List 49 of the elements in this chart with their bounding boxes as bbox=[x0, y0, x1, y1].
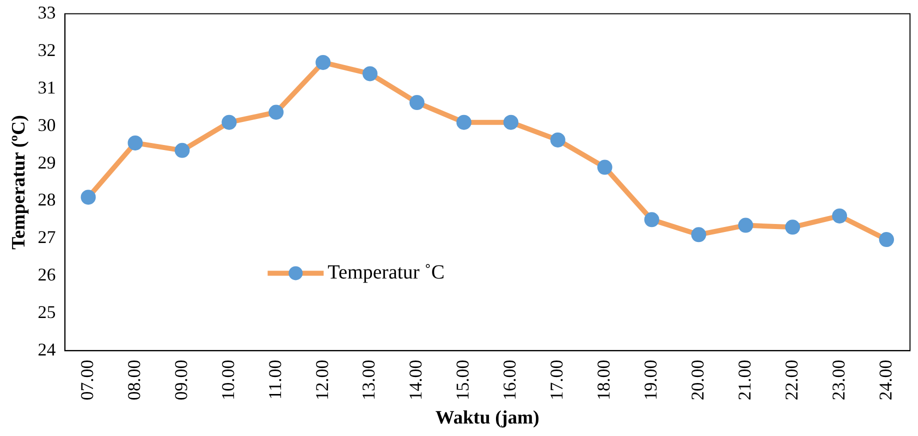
point bbox=[550, 132, 566, 148]
x-tick-label: 15.00 bbox=[452, 360, 473, 400]
y-tick-label: 29 bbox=[38, 152, 56, 172]
point bbox=[832, 208, 848, 224]
legend-label: Temperatur ˚C bbox=[328, 261, 445, 284]
y-tick-label: 33 bbox=[38, 2, 56, 23]
y-tick-label: 27 bbox=[38, 227, 56, 248]
x-tick-label: 07.00 bbox=[77, 360, 98, 400]
x-tick-label: 18.00 bbox=[594, 360, 614, 400]
point bbox=[80, 190, 96, 205]
x-tick-label: 17.00 bbox=[546, 360, 567, 400]
y-tick-label: 31 bbox=[38, 77, 56, 98]
point bbox=[785, 220, 800, 235]
point bbox=[691, 227, 706, 242]
point bbox=[222, 114, 237, 130]
y-tick-label: 30 bbox=[38, 114, 56, 135]
y-tick-label: 28 bbox=[38, 190, 56, 210]
point bbox=[174, 142, 190, 158]
x-tick-label: 09.00 bbox=[170, 360, 191, 400]
point bbox=[644, 212, 660, 228]
point bbox=[597, 160, 612, 175]
point bbox=[456, 114, 472, 130]
y-tick-label: 25 bbox=[38, 302, 56, 322]
x-tick-label: 24.00 bbox=[875, 360, 896, 400]
point bbox=[268, 104, 284, 120]
y-tick-label: 26 bbox=[38, 264, 56, 285]
x-tick-label: 13.00 bbox=[358, 360, 379, 400]
x-tick-label: 10.00 bbox=[218, 360, 238, 400]
point bbox=[738, 218, 754, 233]
point bbox=[503, 114, 518, 130]
x-tick-label: 21.00 bbox=[734, 360, 754, 400]
y-tick-label: 32 bbox=[38, 40, 56, 60]
point bbox=[879, 232, 894, 248]
point bbox=[409, 95, 424, 110]
x-tick-label: 22.00 bbox=[781, 360, 802, 400]
point bbox=[128, 135, 143, 150]
x-tick-label: 11.00 bbox=[264, 360, 285, 400]
x-tick-label: 14.00 bbox=[406, 360, 426, 400]
x-tick-label: 23.00 bbox=[828, 360, 848, 400]
x-tick-label: 19.00 bbox=[640, 360, 660, 400]
point bbox=[362, 66, 378, 82]
y-tick-label: 24 bbox=[38, 339, 56, 360]
x-tick-label: 12.00 bbox=[312, 360, 332, 400]
y-axis-title: Temperatur (ºC) bbox=[8, 114, 30, 250]
x-tick-label: 08.00 bbox=[124, 360, 144, 400]
x-tick-label: 20.00 bbox=[687, 360, 708, 400]
point bbox=[316, 54, 331, 70]
x-tick-label: 16.00 bbox=[500, 360, 520, 400]
x-axis-title: Waktu (jam) bbox=[435, 408, 540, 429]
